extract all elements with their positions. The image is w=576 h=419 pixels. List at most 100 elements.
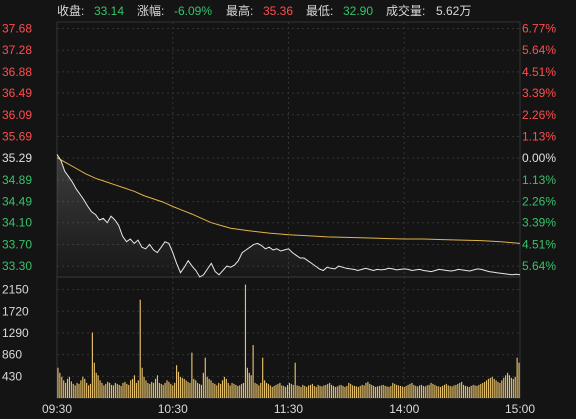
volume-bar <box>369 383 371 398</box>
volume-bar <box>334 386 336 398</box>
volume-bar <box>290 383 292 398</box>
volume-bar <box>137 380 139 398</box>
volume-bar <box>440 386 442 398</box>
axis-ticks: 37.68 6.77% 37.28 5.64% 36.88 4.51% 36.49 3.39%… <box>2 22 556 416</box>
volume-bar <box>162 384 164 398</box>
price-tick-label: 34.10 <box>2 216 32 230</box>
volume-bar <box>397 385 400 398</box>
price-tick-label: 35.29 <box>2 151 32 165</box>
volume-bar <box>315 386 317 398</box>
volume-bar <box>260 382 262 398</box>
volume-bar <box>218 382 220 398</box>
volume-bar <box>399 385 401 398</box>
price-lines <box>56 154 521 278</box>
volume-bar <box>204 357 206 398</box>
volume-bar <box>57 367 59 398</box>
volume-bar <box>116 383 118 398</box>
volume-bar <box>361 384 363 398</box>
volume-bar <box>177 371 180 398</box>
volume-bar <box>156 375 159 398</box>
volume-bar <box>89 383 92 398</box>
pct-tick-label: 2.26% <box>522 195 556 209</box>
volume-bar <box>258 385 260 398</box>
volume-bar <box>267 383 269 398</box>
volume-bar <box>200 384 203 398</box>
volume-bar <box>382 384 384 398</box>
volume-bar <box>497 381 499 398</box>
volume-bar <box>311 383 313 398</box>
volume-bar <box>170 383 172 398</box>
volume-bar <box>309 384 312 398</box>
volume-bar <box>84 378 86 398</box>
volume-bar <box>367 381 369 398</box>
pct-tick-label: 5.64% <box>522 259 556 273</box>
volume-bar <box>78 383 80 398</box>
volume-bar <box>453 385 455 398</box>
volume-bar <box>405 385 407 398</box>
volume-bar <box>107 381 109 398</box>
volume-bar <box>72 383 74 398</box>
volume-bar <box>141 367 143 398</box>
volume-bar <box>68 376 71 398</box>
volume-bar <box>80 380 82 398</box>
pct-tick-label: 1.13% <box>522 173 556 187</box>
volume-bar <box>246 367 248 398</box>
volume-bar <box>95 372 97 398</box>
price-tick-label: 36.49 <box>2 86 32 100</box>
volume-bar <box>401 386 403 398</box>
volume-bar <box>225 378 227 398</box>
pct-tick-label: 2.26% <box>522 108 556 122</box>
volume-bar <box>135 382 137 398</box>
pct-tick-label: 1.13% <box>522 129 556 143</box>
volume-bar <box>409 383 411 398</box>
volume-bar <box>128 384 130 398</box>
volume-tick-label: 2150 <box>2 283 29 297</box>
volume-bar <box>371 384 373 398</box>
volume-bar <box>294 362 296 398</box>
volume-bar <box>154 378 157 398</box>
volume-bar <box>344 386 346 398</box>
volume-bar <box>237 385 239 398</box>
volume-bar <box>501 380 503 398</box>
volume-bar <box>355 386 357 398</box>
volume-bar <box>244 284 247 398</box>
volume-bar <box>112 385 115 398</box>
volume-bar <box>441 385 444 398</box>
volume-bar <box>376 386 379 398</box>
volume-bar <box>149 383 151 398</box>
time-tick-label: 11:30 <box>274 402 303 416</box>
change-label: 涨幅: <box>137 4 165 18</box>
close-value: 33.14 <box>94 4 125 18</box>
volume-bar <box>126 383 128 398</box>
volume-bar <box>235 384 237 398</box>
volume-bar <box>164 382 166 398</box>
quote-header: 收盘: 33.14 涨幅: -6.09% 最高: 35.36 最低: 32.90… <box>0 0 576 22</box>
volume-bar <box>350 383 352 398</box>
volume-bar <box>285 386 287 398</box>
volume-bar <box>114 382 116 398</box>
volume-bar <box>76 382 78 398</box>
volume-bar <box>478 384 480 398</box>
volume-bar <box>407 384 409 398</box>
volume-bar <box>415 385 417 398</box>
volume-bar <box>396 384 398 398</box>
volume-bar <box>330 384 333 398</box>
volume-label: 成交量: <box>386 4 426 18</box>
volume-bar <box>403 386 405 398</box>
volume-bar <box>336 386 338 398</box>
pct-tick-label: 5.64% <box>522 43 556 57</box>
volume-bar <box>449 385 451 398</box>
volume-bar <box>172 385 174 398</box>
volume-tick-label: 1290 <box>2 326 29 340</box>
price-tick-label: 33.70 <box>2 237 32 251</box>
volume-bar <box>365 382 367 398</box>
volume-bar <box>417 386 419 398</box>
volume-bar <box>321 386 323 398</box>
price-tick-label: 37.28 <box>2 43 32 57</box>
volume-bar <box>329 382 331 398</box>
volume-bar <box>474 385 476 398</box>
volume-bar <box>109 382 111 398</box>
volume-bar <box>384 385 386 398</box>
volume-bar <box>470 385 472 398</box>
volume-bar <box>495 380 497 398</box>
